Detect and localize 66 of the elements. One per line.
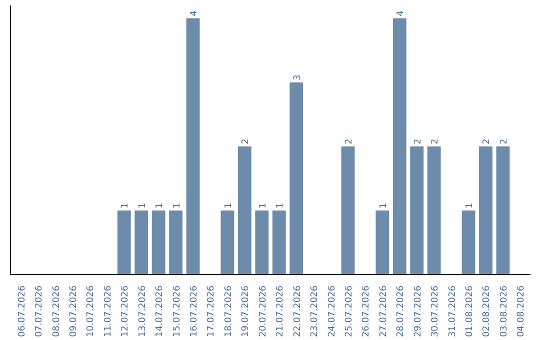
x-tick-label: 27.07.2026 [378,285,389,338]
x-tick-label: 26.07.2026 [362,285,372,338]
data-label: 1 [276,202,286,208]
bar [392,18,406,274]
data-label: 1 [378,202,389,208]
x-tick-label: 10.07.2026 [86,285,96,338]
data-label: 2 [482,138,492,144]
x-tick-label: 15.07.2026 [172,285,182,338]
x-tick-label: 04.08.2026 [516,285,527,338]
x-tick-label: 18.07.2026 [224,285,234,338]
data-label: 2 [499,138,510,144]
x-tick-label: 30.07.2026 [430,285,441,338]
x-tick-label: 11.07.2026 [103,285,114,338]
bar [169,210,183,274]
x-tick-label: 23.07.2026 [310,285,320,338]
x-tick-label: 28.07.2026 [396,285,406,338]
data-label: 1 [120,202,131,208]
data-label: 2 [413,138,424,144]
bar [341,146,355,274]
data-label: 1 [155,202,166,208]
bar [410,146,424,274]
x-tick-label: 13.07.2026 [138,285,148,338]
data-label: 1 [465,202,476,208]
x-tick-label: 16.07.2026 [190,285,200,338]
bar [376,210,390,274]
bar [272,210,286,274]
bar [427,146,441,274]
x-tick-label: 22.07.2026 [292,285,303,338]
x-tick-label: 17.07.2026 [206,285,217,338]
data-label: 3 [292,74,303,80]
data-label: 2 [430,138,441,144]
x-tick-label: 02.08.2026 [482,285,492,338]
bar [117,210,131,274]
bar [238,146,252,274]
x-tick-label: 29.07.2026 [413,285,424,338]
data-label: 4 [396,10,406,16]
data-label: 1 [138,202,148,208]
bar [255,210,269,274]
data-label: 1 [258,202,268,208]
bar [496,146,510,274]
x-tick-label: 07.07.2026 [34,285,45,338]
bar [220,210,234,274]
x-tick-label: 20.07.2026 [258,285,268,338]
x-tick-label: 14.07.2026 [155,285,166,338]
bar [186,18,200,274]
x-tick-label: 09.07.2026 [68,285,79,338]
x-tick-label: 06.07.2026 [17,285,28,338]
x-tick-label: 19.07.2026 [241,285,252,338]
bar [152,210,166,274]
x-tick-label: 21.07.2026 [276,285,286,338]
x-tick-label: 12.07.2026 [120,285,131,338]
data-label: 2 [344,138,354,144]
bar [290,82,304,274]
x-tick-label: 08.07.2026 [52,285,62,338]
x-tick-label: 25.07.2026 [344,285,354,338]
bar [479,146,492,274]
x-tick-label: 31.07.2026 [448,285,458,338]
bar [462,210,476,274]
x-tick-label: 03.08.2026 [499,285,510,338]
data-label: 2 [241,138,252,144]
x-tick-label: 01.08.2026 [465,285,476,338]
x-tick-label: 24.07.2026 [327,285,338,338]
data-label: 1 [172,202,182,208]
bar [134,210,148,274]
data-label: 4 [190,10,200,16]
data-label: 1 [224,202,234,208]
